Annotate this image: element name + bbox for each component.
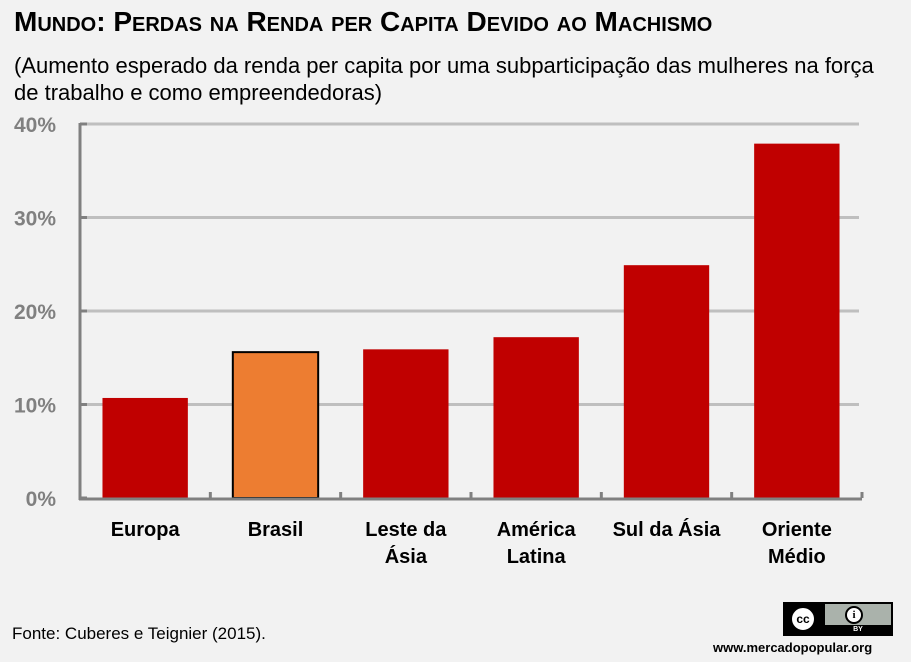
- y-tick-label: 30%: [14, 208, 56, 231]
- attribution-icon: i: [845, 606, 863, 624]
- y-tick-label: 20%: [14, 301, 56, 324]
- cc-icon: cc: [790, 606, 816, 632]
- cc-by-license-badge[interactable]: cc i BY: [783, 602, 893, 636]
- y-tick-label: 10%: [14, 395, 56, 418]
- gridlines: [80, 122, 859, 406]
- bar-sul-da-asia: [623, 265, 710, 498]
- website-link[interactable]: www.mercadopopular.org: [713, 640, 873, 655]
- x-tick-labels: Europa Brasil Leste da Ásia América Latina Sul…: [111, 518, 832, 568]
- cc-block: cc: [785, 604, 825, 634]
- x-tick-label: Médio: [768, 546, 826, 568]
- y-tick-labels: 0% 10% 20% 30% 40%: [14, 114, 56, 511]
- y-tick-label: 0%: [26, 488, 57, 511]
- chart-title: Mundo: Perdas na Renda per Capita Devido…: [14, 6, 713, 37]
- x-tick-label: Leste da: [365, 519, 447, 541]
- axes: [78, 122, 864, 501]
- x-tick-label: Brasil: [248, 519, 304, 541]
- y-tick-label: 40%: [14, 114, 56, 137]
- x-tick-label: Latina: [507, 546, 567, 568]
- x-tick-label: Europa: [111, 519, 181, 541]
- bars: [102, 143, 840, 500]
- x-tick-label: Oriente: [762, 519, 832, 541]
- x-tick-label: Ásia: [385, 545, 428, 568]
- source-note: Fonte: Cuberes e Teignier (2015).: [12, 624, 266, 643]
- chart-subtitle: (Aumento esperado da renda per capita po…: [14, 53, 874, 105]
- by-label: BY: [825, 625, 891, 634]
- x-tick-label: América: [497, 519, 577, 541]
- bar-brasil: [231, 351, 320, 500]
- bar-america-latina: [493, 337, 579, 498]
- x-tick-label: Sul da Ásia: [613, 518, 722, 541]
- bar-leste-da-asia: [363, 349, 449, 498]
- bar-europa: [102, 397, 188, 498]
- bar-oriente-medio: [754, 143, 840, 498]
